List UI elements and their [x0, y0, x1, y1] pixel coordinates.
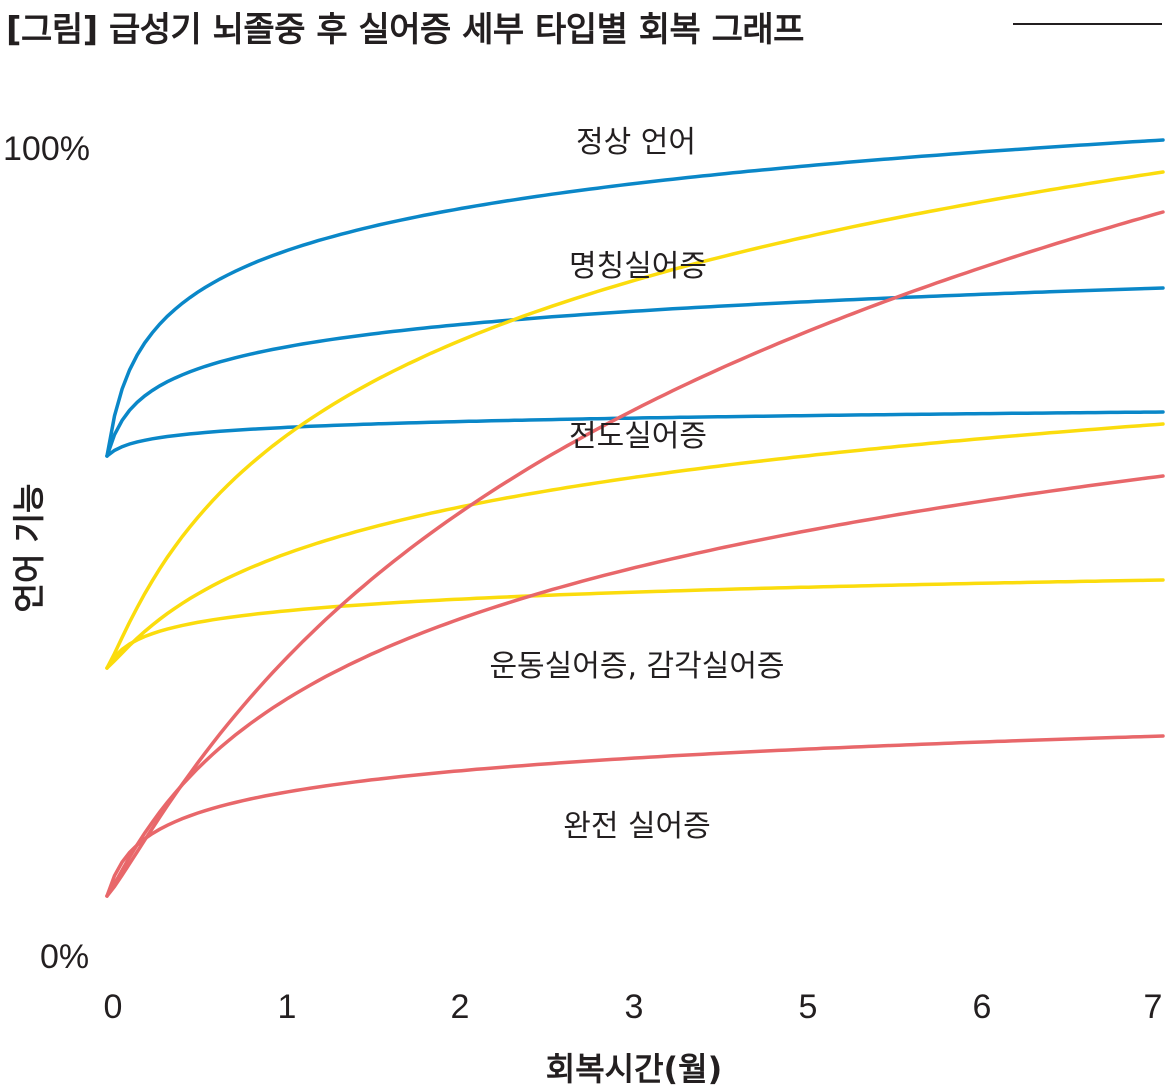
label-normal-language: 정상 언어 — [576, 125, 696, 160]
chart-title: [그림] 급성기 뇌졸중 후 실어증 세부 타입별 회복 그래프 — [6, 10, 804, 50]
x-axis-title: 회복시간(월) — [546, 1050, 722, 1088]
curve-blue-2 — [105, 286, 1165, 458]
curves-group — [105, 138, 1165, 898]
curve-blue-1 — [105, 138, 1165, 458]
title-rule — [1013, 23, 1162, 25]
x-tick-0: 0 — [104, 988, 123, 1026]
x-tick-5: 5 — [799, 988, 818, 1026]
curve-yellow-2 — [105, 422, 1165, 670]
label-anomic-aphasia: 명칭실어증 — [569, 249, 707, 284]
label-motor-sensory-aphasia: 운동실어증, 감각실어증 — [489, 649, 784, 684]
x-tick-6: 6 — [973, 988, 992, 1026]
x-tick-3: 3 — [625, 988, 644, 1026]
y-tick-0: 0% — [40, 938, 89, 976]
label-conduction-aphasia: 전도실어증 — [569, 419, 707, 454]
x-tick-2: 2 — [451, 988, 470, 1026]
x-tick-1: 1 — [278, 988, 297, 1026]
curve-red-1 — [105, 210, 1165, 898]
label-global-aphasia: 완전 실어증 — [563, 809, 711, 844]
y-axis-title: 언어 기능 — [10, 484, 48, 613]
curve-blue-3 — [105, 410, 1165, 458]
y-tick-100: 100% — [3, 130, 90, 168]
curve-red-2 — [105, 474, 1165, 898]
curve-red-3 — [105, 734, 1165, 898]
x-tick-7: 7 — [1144, 988, 1163, 1026]
curve-yellow-1 — [105, 170, 1165, 670]
curve-yellow-3 — [105, 578, 1165, 670]
